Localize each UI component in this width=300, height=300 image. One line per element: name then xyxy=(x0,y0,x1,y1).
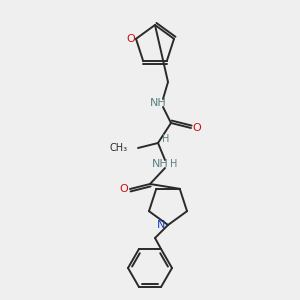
Text: O: O xyxy=(193,123,201,133)
Text: O: O xyxy=(120,184,128,194)
Text: O: O xyxy=(127,34,135,44)
Text: NH: NH xyxy=(150,98,166,108)
Text: H: H xyxy=(162,134,170,144)
Text: N: N xyxy=(157,220,165,230)
Text: H: H xyxy=(170,159,178,169)
Text: NH: NH xyxy=(152,159,168,169)
Text: CH₃: CH₃ xyxy=(110,143,128,153)
